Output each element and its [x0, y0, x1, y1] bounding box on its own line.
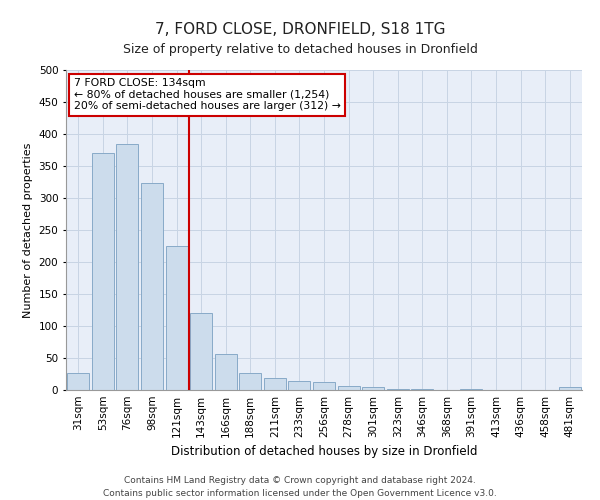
Bar	[289, 381, 310, 390]
Bar	[239, 374, 262, 390]
Bar	[67, 374, 89, 390]
Text: Size of property relative to detached houses in Dronfield: Size of property relative to detached ho…	[122, 42, 478, 56]
Y-axis label: Number of detached properties: Number of detached properties	[23, 142, 33, 318]
Bar	[166, 246, 188, 390]
Bar	[92, 153, 114, 390]
Bar	[116, 144, 139, 390]
Bar	[559, 388, 581, 390]
Text: 7, FORD CLOSE, DRONFIELD, S18 1TG: 7, FORD CLOSE, DRONFIELD, S18 1TG	[155, 22, 445, 38]
Bar	[386, 388, 409, 390]
X-axis label: Distribution of detached houses by size in Dronfield: Distribution of detached houses by size …	[171, 446, 477, 458]
Bar	[338, 386, 359, 390]
Bar	[141, 184, 163, 390]
Bar	[313, 382, 335, 390]
Text: Contains HM Land Registry data © Crown copyright and database right 2024.
Contai: Contains HM Land Registry data © Crown c…	[103, 476, 497, 498]
Bar	[215, 354, 237, 390]
Text: 7 FORD CLOSE: 134sqm
← 80% of detached houses are smaller (1,254)
20% of semi-de: 7 FORD CLOSE: 134sqm ← 80% of detached h…	[74, 78, 341, 111]
Bar	[264, 378, 286, 390]
Bar	[190, 313, 212, 390]
Bar	[362, 388, 384, 390]
